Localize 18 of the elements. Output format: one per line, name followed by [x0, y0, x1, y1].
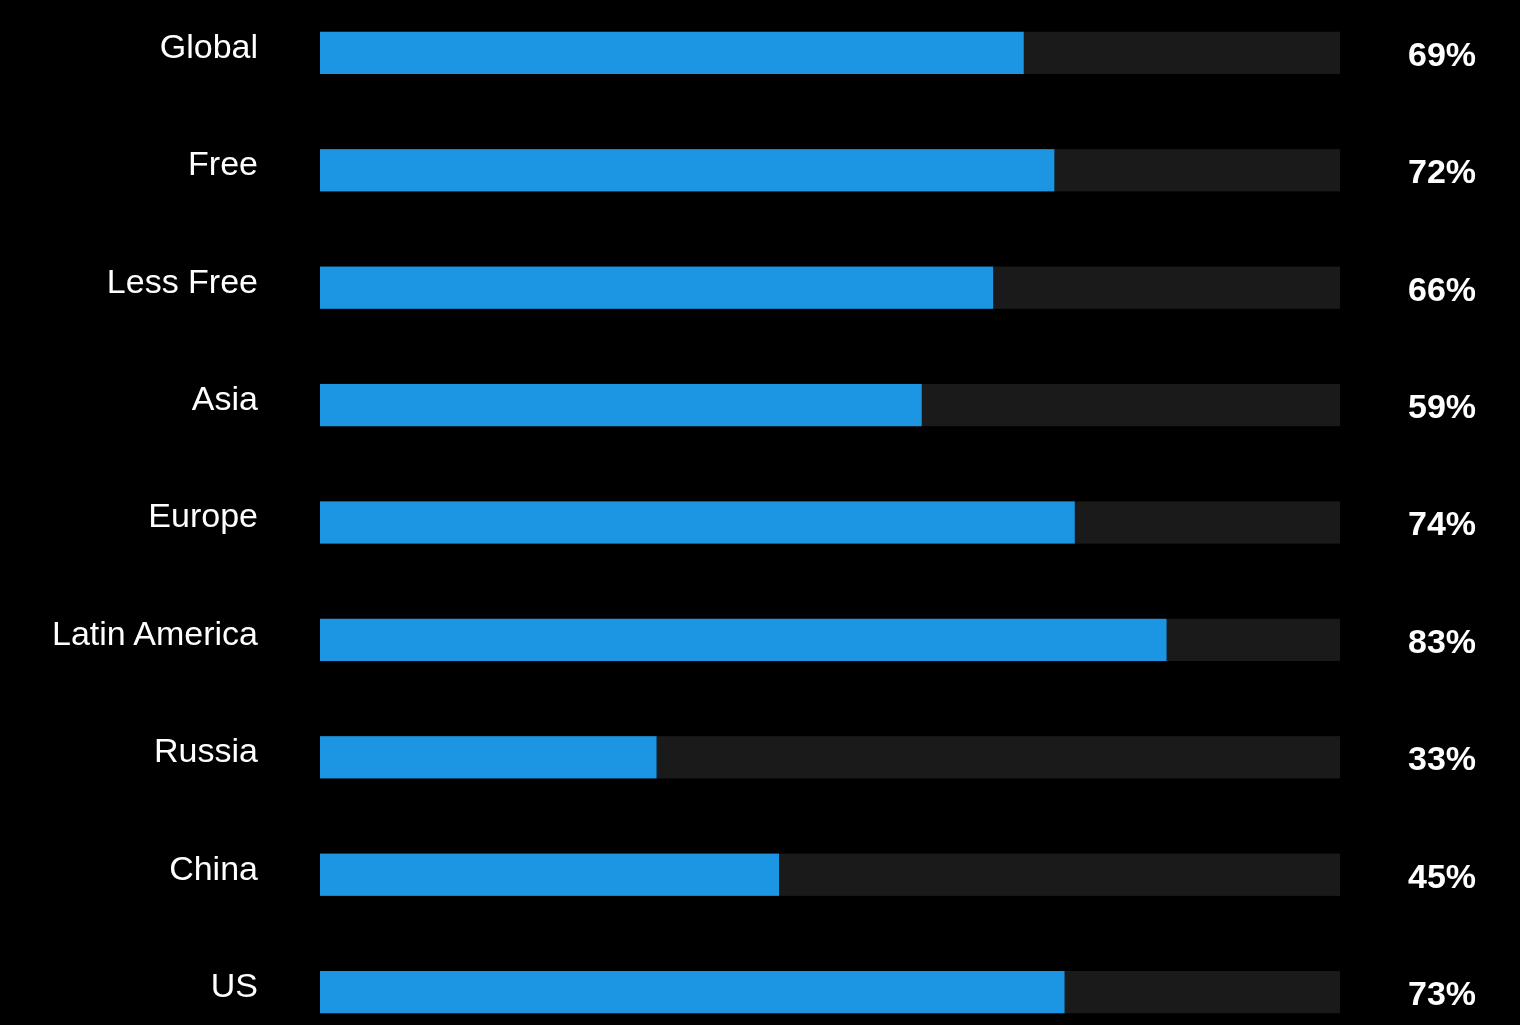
y-tick-label: China — [169, 848, 259, 887]
y-tick-label: Less Free — [106, 261, 258, 300]
data-label: 73% — [1407, 974, 1477, 1013]
y-tick-label: Europe — [148, 496, 258, 535]
data-label: 69% — [1407, 34, 1477, 73]
y-tick-label: Russia — [154, 731, 259, 770]
data-label: 74% — [1407, 504, 1477, 543]
data-label: 83% — [1407, 621, 1477, 660]
data-label: 33% — [1407, 739, 1477, 778]
y-tick-label: US — [210, 966, 258, 1005]
y-tick-label: Latin America — [52, 613, 259, 652]
y-tick-label: Free — [188, 144, 258, 183]
data-label: 72% — [1407, 152, 1477, 191]
data-label: 66% — [1407, 269, 1477, 308]
data-label: 45% — [1407, 856, 1477, 895]
data-label: 59% — [1407, 387, 1477, 426]
y-tick-label: Global — [159, 26, 258, 65]
y-tick-label: Asia — [191, 379, 259, 418]
